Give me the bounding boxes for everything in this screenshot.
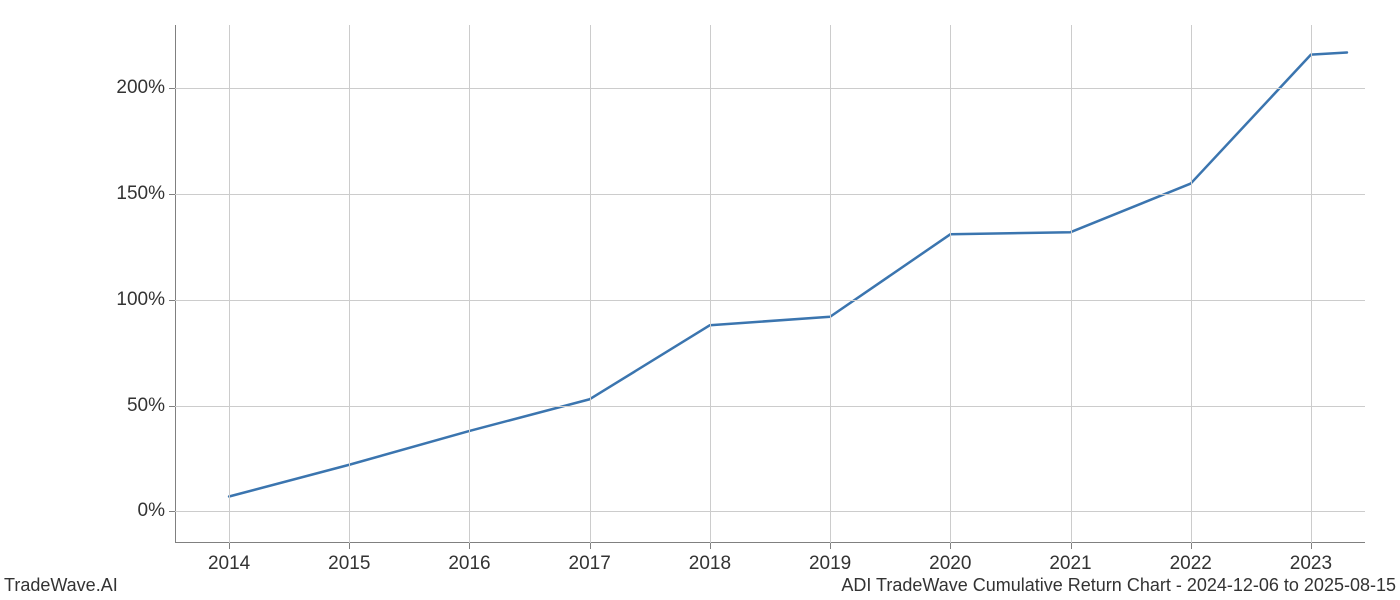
x-tick-label: 2021 (1049, 543, 1091, 575)
gridline-vertical (1191, 25, 1192, 543)
footer-left-label: TradeWave.AI (4, 575, 118, 596)
gridline-vertical (710, 25, 711, 543)
gridline-horizontal (175, 511, 1365, 512)
x-tick-label: 2017 (569, 543, 611, 575)
footer-right-label: ADI TradeWave Cumulative Return Chart - … (841, 575, 1396, 596)
chart-container: 0% 50% 100% 150% 200% 2014 2015 2016 2017 2018 201… (0, 0, 1400, 600)
gridline-vertical (229, 25, 230, 543)
y-tick-label: 0% (138, 500, 175, 522)
gridline-vertical (1071, 25, 1072, 543)
y-tick-label: 200% (116, 77, 175, 99)
line-series (175, 25, 1365, 543)
gridline-horizontal (175, 88, 1365, 89)
gridline-vertical (830, 25, 831, 543)
gridline-vertical (469, 25, 470, 543)
y-tick-label: 150% (116, 183, 175, 205)
x-tick-label: 2014 (208, 543, 250, 575)
x-tick-label: 2020 (929, 543, 971, 575)
y-axis-spine (175, 25, 176, 543)
x-tick-label: 2022 (1170, 543, 1212, 575)
x-tick-label: 2018 (689, 543, 731, 575)
gridline-vertical (349, 25, 350, 543)
y-tick-label: 50% (127, 395, 175, 417)
gridline-horizontal (175, 406, 1365, 407)
x-tick-label: 2016 (448, 543, 490, 575)
x-tick-label: 2023 (1290, 543, 1332, 575)
gridline-vertical (1311, 25, 1312, 543)
plot-area: 0%50%100%150%200%20142015201620172018201… (175, 25, 1365, 543)
y-tick-label: 100% (116, 289, 175, 311)
x-tick-label: 2015 (328, 543, 370, 575)
gridline-horizontal (175, 300, 1365, 301)
x-tick-label: 2019 (809, 543, 851, 575)
gridline-vertical (950, 25, 951, 543)
gridline-vertical (590, 25, 591, 543)
gridline-horizontal (175, 194, 1365, 195)
